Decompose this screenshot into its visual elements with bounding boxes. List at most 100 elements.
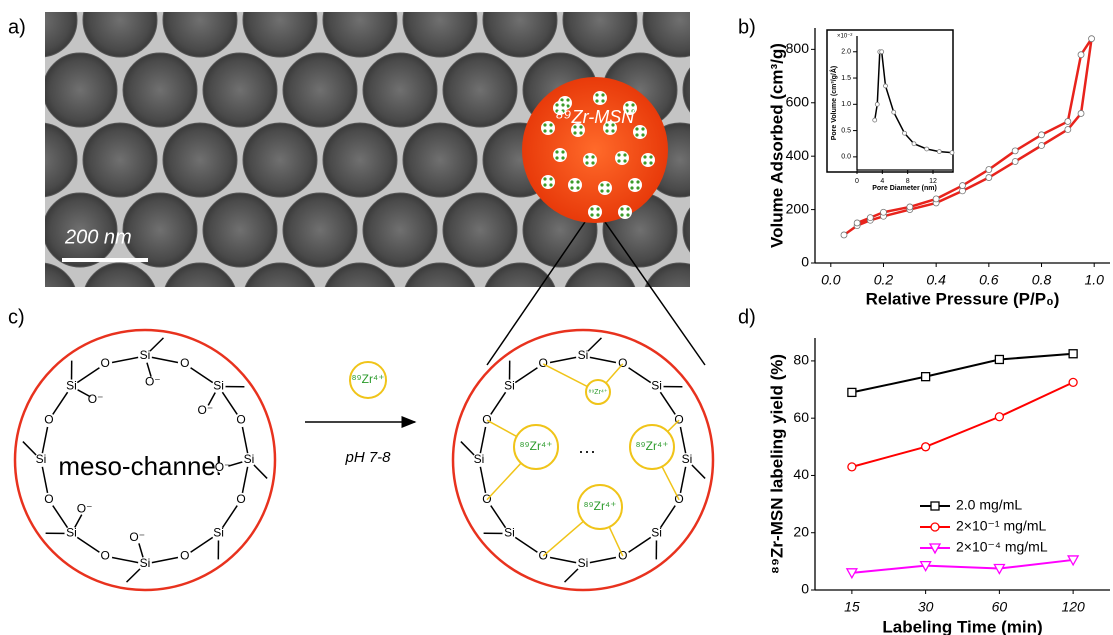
scheme: meso-channel ⁸⁹Zr⁴⁺ pH 7-8 ··· O⁻O⁻O⁻O⁻O…	[15, 330, 713, 590]
pore-dot	[555, 150, 558, 153]
pore-dot	[620, 213, 623, 216]
atom-label: O	[44, 412, 53, 426]
x-tick-label: 0.0	[821, 272, 841, 288]
atom-label: O⁻	[198, 403, 214, 417]
particle	[283, 53, 357, 127]
atom-label: O	[236, 492, 245, 506]
figure: ⁸⁹Zr-MSN 200 nm a) b) c) d) meso-channel…	[0, 0, 1113, 635]
marker	[960, 183, 966, 189]
x-tick-label: 60	[992, 599, 1008, 615]
pore-dot	[606, 183, 609, 186]
pore-dot	[590, 207, 593, 210]
pore	[633, 125, 647, 139]
pore-dot	[570, 180, 573, 183]
pore	[541, 175, 555, 189]
marker	[1039, 132, 1045, 138]
marker	[1039, 143, 1045, 149]
particle	[43, 53, 117, 127]
zr-label: ⁸⁹Zr⁴⁺	[588, 389, 608, 396]
scale-bar-label: 200 nm	[64, 226, 132, 248]
particle	[163, 123, 237, 197]
zr-label: ⁸⁹Zr⁴⁺	[583, 499, 616, 513]
particle	[483, 263, 557, 337]
pore-dot	[591, 161, 594, 164]
pore-dot	[643, 155, 646, 158]
marker	[1078, 52, 1084, 58]
y-tick-label: 20	[793, 523, 809, 539]
atom-label: O	[180, 356, 189, 370]
pore	[628, 178, 642, 192]
pore	[615, 151, 629, 165]
marker	[1012, 148, 1018, 154]
atom-label: O	[482, 412, 491, 426]
pore	[593, 91, 607, 105]
marker	[937, 150, 941, 154]
pore-dot	[555, 156, 558, 159]
panel-label: b)	[738, 16, 756, 38]
pore	[553, 148, 567, 162]
particle	[243, 263, 317, 337]
y-tick-label: 0	[801, 581, 809, 597]
legend-label: 2.0 mg/mL	[956, 497, 1022, 513]
pore	[583, 153, 597, 167]
marker	[1065, 118, 1071, 124]
series-line	[852, 354, 1073, 393]
particle	[123, 53, 197, 127]
particle	[403, 123, 477, 197]
atom-label: O⁻	[129, 530, 145, 544]
atom-label: O⁻	[145, 375, 161, 389]
atom-label: O⁻	[88, 392, 104, 406]
series-line	[852, 560, 1073, 573]
particle	[683, 53, 757, 127]
particle	[363, 193, 437, 267]
pore-dot	[620, 207, 623, 210]
y-tick-label: 0	[801, 254, 809, 270]
particle	[283, 193, 357, 267]
pore-dot	[561, 150, 564, 153]
pore-dot	[595, 93, 598, 96]
marker	[880, 209, 886, 215]
atom-label: O	[539, 356, 548, 370]
marker	[884, 84, 888, 88]
particle	[563, 263, 637, 337]
marker	[875, 102, 879, 106]
particle	[403, 263, 477, 337]
pore	[598, 181, 612, 195]
particle-label: ⁸⁹Zr-MSN	[556, 107, 635, 127]
pore-dot	[636, 180, 639, 183]
pore-dot	[543, 183, 546, 186]
y-axis-title: ⁸⁹Zr-MSN labeling yield (%)	[767, 354, 786, 574]
atom-label: Si	[578, 556, 589, 570]
marker	[880, 50, 884, 54]
pore	[568, 178, 582, 192]
marker	[903, 131, 907, 135]
atom-label: Si	[36, 452, 47, 466]
marker	[907, 204, 913, 210]
pore	[641, 153, 655, 167]
atom-label: Si	[66, 379, 77, 393]
pore-dot	[641, 133, 644, 136]
condition-label: pH 7-8	[344, 449, 391, 466]
y-tick-label: 40	[793, 466, 809, 482]
x-tick-label: 0.6	[979, 272, 999, 288]
y-tick-label: 1.5	[841, 75, 851, 82]
pore-dot	[585, 161, 588, 164]
pore-dot	[600, 189, 603, 192]
pore-dot	[606, 189, 609, 192]
ellipsis: ···	[578, 441, 596, 461]
pore-dot	[601, 93, 604, 96]
atom-label: Si	[651, 526, 662, 540]
y-tick-label: 80	[793, 352, 809, 368]
particle	[683, 193, 757, 267]
atom-label: O	[236, 412, 245, 426]
x-tick-label: 0.4	[926, 272, 946, 288]
x-tick-label: 0	[855, 178, 859, 185]
particle	[323, 123, 397, 197]
marker	[873, 118, 877, 122]
y-tick-label: 800	[786, 40, 810, 56]
panel-label: a)	[8, 16, 26, 38]
pore-dot	[573, 131, 576, 134]
pore-dot	[576, 186, 579, 189]
particle	[443, 53, 517, 127]
series-line	[852, 382, 1073, 466]
